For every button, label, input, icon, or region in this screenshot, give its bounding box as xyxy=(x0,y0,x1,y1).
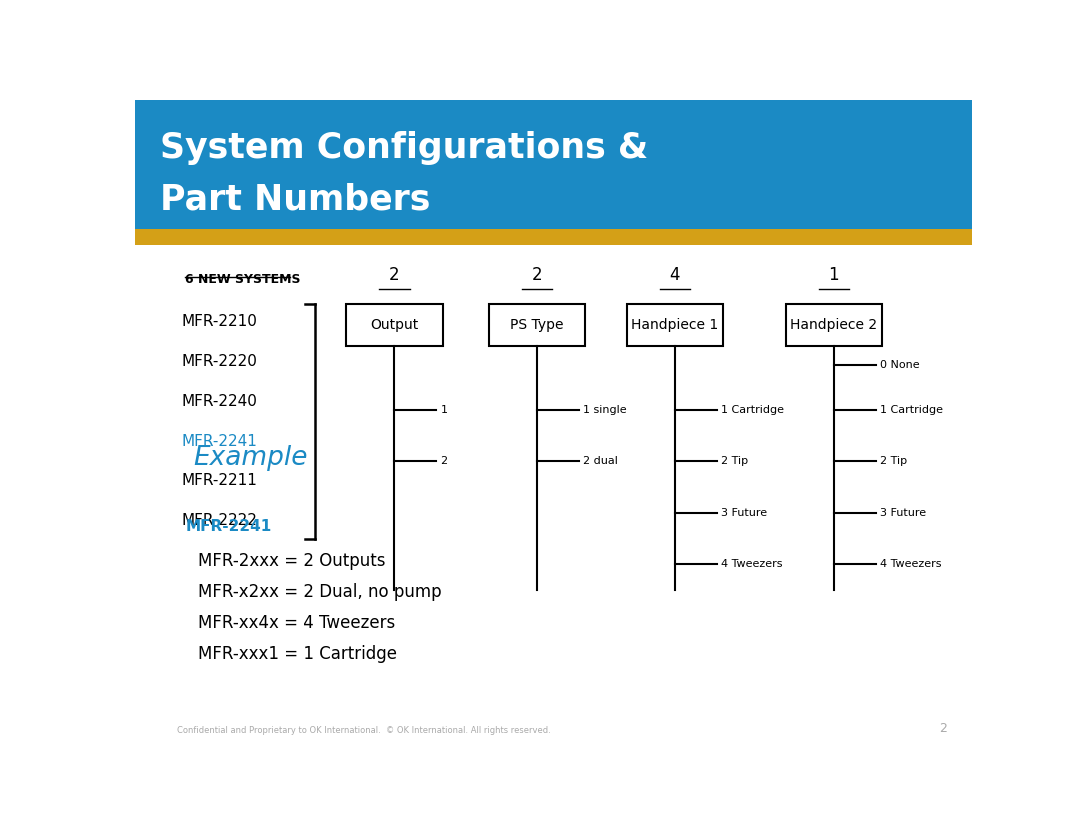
Text: MFR-2222: MFR-2222 xyxy=(181,513,257,528)
Text: Handpiece 1: Handpiece 1 xyxy=(631,318,718,332)
Text: 6 NEW SYSTEMS: 6 NEW SYSTEMS xyxy=(186,274,300,286)
Text: Part Numbers: Part Numbers xyxy=(160,183,431,217)
Text: 0 None: 0 None xyxy=(880,360,919,370)
Text: MFR-x2xx = 2 Dual, no pump: MFR-x2xx = 2 Dual, no pump xyxy=(198,583,442,601)
Text: 2: 2 xyxy=(441,456,447,466)
FancyBboxPatch shape xyxy=(786,304,882,346)
Text: 1 Cartridge: 1 Cartridge xyxy=(721,405,784,415)
Text: 3 Future: 3 Future xyxy=(880,508,926,518)
Text: MFR-2220: MFR-2220 xyxy=(181,354,257,369)
Text: 2 Tip: 2 Tip xyxy=(880,456,907,466)
FancyBboxPatch shape xyxy=(135,229,972,244)
Text: MFR-2xxx = 2 Outputs: MFR-2xxx = 2 Outputs xyxy=(198,552,386,570)
Text: MFR-xx4x = 4 Tweezers: MFR-xx4x = 4 Tweezers xyxy=(198,614,395,632)
FancyBboxPatch shape xyxy=(626,304,723,346)
Text: System Configurations &: System Configurations & xyxy=(160,131,648,165)
Text: 1: 1 xyxy=(828,266,839,284)
Text: 1 single: 1 single xyxy=(583,405,626,415)
Text: 2: 2 xyxy=(939,721,947,735)
Text: Output: Output xyxy=(370,318,419,332)
Text: Handpiece 2: Handpiece 2 xyxy=(791,318,877,332)
FancyBboxPatch shape xyxy=(347,304,443,346)
Text: MFR-xxx1 = 1 Cartridge: MFR-xxx1 = 1 Cartridge xyxy=(198,645,396,663)
Text: 2 Tip: 2 Tip xyxy=(721,456,748,466)
Text: 2: 2 xyxy=(389,266,400,284)
Text: 1 Cartridge: 1 Cartridge xyxy=(880,405,943,415)
Text: 1: 1 xyxy=(441,405,447,415)
Text: 4 Tweezers: 4 Tweezers xyxy=(721,559,782,569)
FancyBboxPatch shape xyxy=(488,304,585,346)
Text: 4: 4 xyxy=(670,266,680,284)
Text: 3 Future: 3 Future xyxy=(721,508,767,518)
Text: MFR-2240: MFR-2240 xyxy=(181,394,257,409)
Text: MFR-2241: MFR-2241 xyxy=(186,519,271,534)
Text: MFR-2241: MFR-2241 xyxy=(181,434,257,449)
Text: 4 Tweezers: 4 Tweezers xyxy=(880,559,942,569)
Text: MFR-2210: MFR-2210 xyxy=(181,314,257,329)
Text: 2: 2 xyxy=(531,266,542,284)
Text: MFR-2211: MFR-2211 xyxy=(181,474,257,489)
FancyBboxPatch shape xyxy=(135,100,972,229)
Text: 2 dual: 2 dual xyxy=(583,456,618,466)
Text: Confidential and Proprietary to OK International.  © OK International. All right: Confidential and Proprietary to OK Inter… xyxy=(177,726,551,735)
Text: Example: Example xyxy=(193,445,308,471)
Text: PS Type: PS Type xyxy=(510,318,564,332)
